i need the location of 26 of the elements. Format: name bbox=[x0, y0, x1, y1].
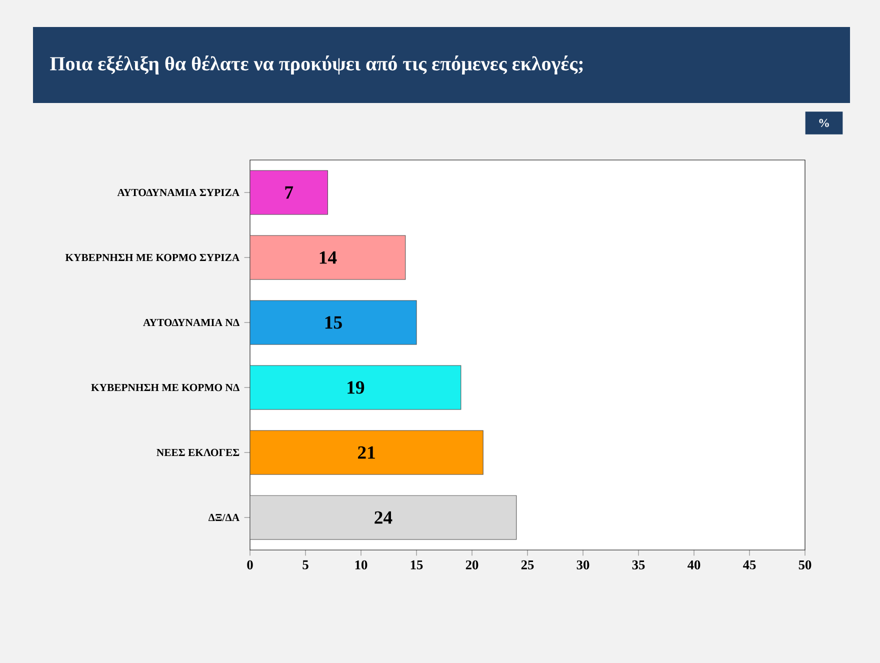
y-tick-label: ΑΥΤΟΔΥΝΑΜΙΑ ΣΥΡΙΖΑ bbox=[117, 188, 240, 196]
text: % bbox=[819, 118, 829, 128]
x-tick-label: 50 bbox=[798, 560, 812, 570]
x-tick-label: 15 bbox=[410, 560, 423, 570]
data-label: 14 bbox=[320, 251, 337, 264]
x-tick-label: 5 bbox=[302, 560, 308, 570]
bar bbox=[250, 300, 417, 345]
y-tick-label: ΝΕΕΣ ΕΚΛΟΓΕΣ bbox=[156, 448, 240, 456]
data-label: 21 bbox=[358, 446, 375, 459]
y-tick-label: ΚΥΒΕΡΝΗΣΗ ΜΕ ΚΟΡΜΟ ΝΔ bbox=[91, 384, 240, 392]
x-tick-label: 25 bbox=[521, 560, 534, 570]
x-tick-label: 10 bbox=[355, 560, 368, 570]
x-tick-label: 40 bbox=[688, 560, 700, 570]
x-tick-label: 35 bbox=[632, 560, 645, 570]
x-tick-label: 0 bbox=[247, 560, 253, 570]
y-tick-label: ΚΥΒΕΡΝΗΣΗ ΜΕ ΚΟΡΜΟ ΣΥΡΙΖΑ bbox=[65, 254, 240, 262]
data-label: 19 bbox=[348, 381, 364, 394]
x-tick-label: 30 bbox=[576, 560, 590, 570]
y-tick-label: ΔΞ/ΔΑ bbox=[208, 514, 240, 522]
y-tick-label: ΑΥΤΟΔΥΝΑΜΙΑ ΝΔ bbox=[143, 318, 240, 326]
data-label: 15 bbox=[325, 316, 342, 329]
chart-title: Ποια εξέλιξη θα θέλατε να προκύψει από τις επόμενες εκλογές; bbox=[50, 55, 583, 75]
x-tick-label: 20 bbox=[466, 560, 478, 570]
x-tick-label: 45 bbox=[743, 560, 756, 570]
data-label: 24 bbox=[374, 511, 392, 524]
data-label: 7 bbox=[285, 186, 294, 199]
